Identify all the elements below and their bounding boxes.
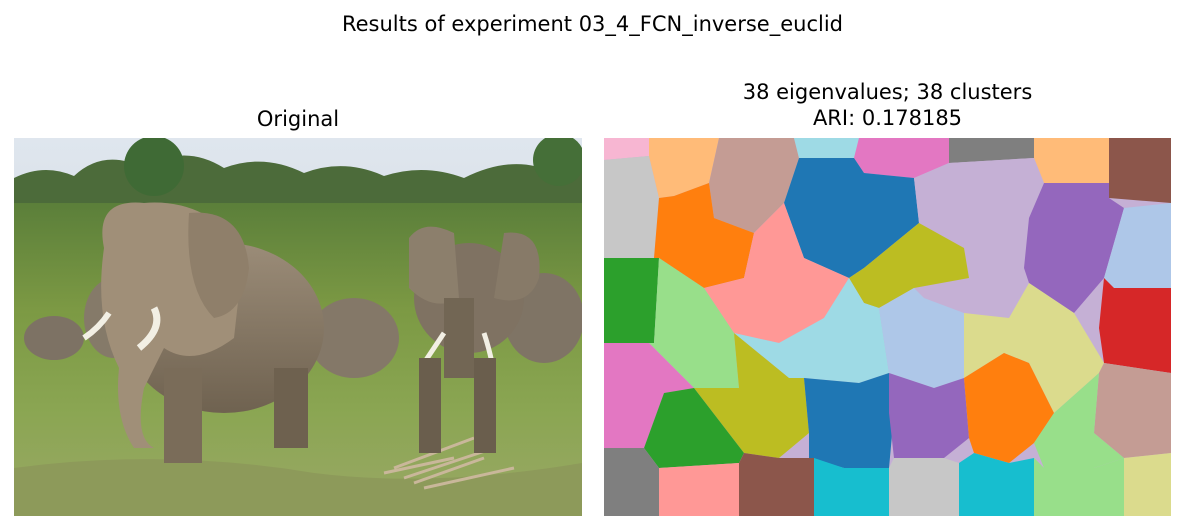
- cluster-region: [604, 258, 659, 343]
- cluster-region: [1034, 138, 1109, 183]
- cluster-region: [959, 453, 1034, 516]
- cluster-region: [604, 448, 659, 516]
- cluster-region: [964, 283, 1104, 413]
- cluster-region: [804, 373, 894, 468]
- elephants-photo: [14, 138, 582, 516]
- cluster-region: [654, 183, 754, 288]
- cluster-region: [604, 138, 649, 160]
- cluster-region: [604, 343, 694, 448]
- cluster-region: [644, 388, 744, 468]
- cluster-region: [734, 278, 889, 383]
- cluster-region: [659, 463, 739, 516]
- segmentation-panel-title: 38 eigenvalues; 38 clusters ARI: 0.17818…: [604, 79, 1171, 131]
- cluster-region: [849, 223, 969, 308]
- cluster-region: [794, 138, 859, 158]
- cluster-region: [709, 138, 799, 233]
- cluster-region: [1109, 138, 1171, 203]
- cluster-region: [1034, 458, 1124, 516]
- cluster-region: [889, 458, 959, 516]
- cluster-region: [914, 158, 1044, 318]
- cluster-region: [814, 458, 889, 516]
- cluster-region: [1024, 183, 1124, 313]
- cluster-region: [1034, 373, 1124, 468]
- cluster-region: [649, 138, 719, 198]
- cluster-region: [964, 353, 1054, 463]
- cluster-region: [694, 333, 809, 458]
- cluster-region: [854, 138, 949, 178]
- cluster-region: [1104, 203, 1171, 288]
- cluster-region: [1099, 278, 1171, 373]
- segmentation-map: [604, 138, 1171, 516]
- cluster-region: [949, 138, 1034, 163]
- cluster-region: [649, 258, 739, 388]
- cluster-region: [704, 203, 849, 343]
- cluster-region: [879, 288, 964, 388]
- cluster-regions: [604, 138, 1171, 516]
- cluster-region: [739, 453, 814, 516]
- original-image: [14, 138, 582, 516]
- cluster-region: [1094, 363, 1171, 458]
- cluster-region: [784, 158, 919, 278]
- cluster-region: [604, 156, 659, 258]
- original-panel-title: Original: [256, 107, 340, 131]
- figure-suptitle: Results of experiment 03_4_FCN_inverse_e…: [341, 12, 843, 36]
- cluster-region: [1034, 458, 1044, 468]
- cluster-region: [889, 373, 969, 458]
- segmentation-title-line2: ARI: 0.178185: [812, 106, 963, 130]
- cluster-region: [1124, 453, 1171, 516]
- segmentation-title-line1: 38 eigenvalues; 38 clusters: [742, 80, 1033, 104]
